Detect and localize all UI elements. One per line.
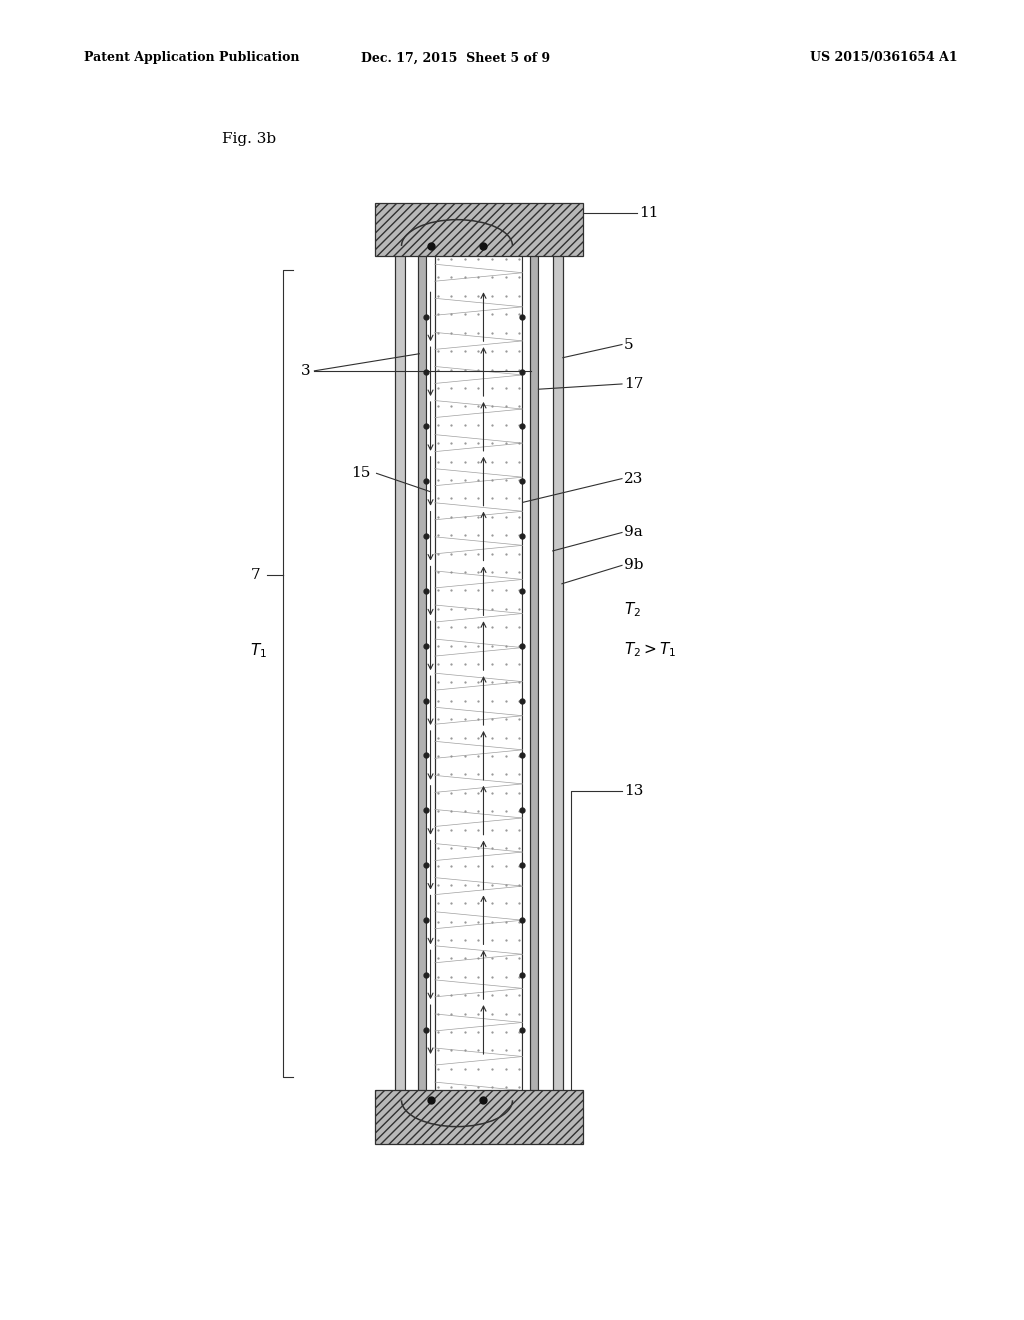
Text: Dec. 17, 2015  Sheet 5 of 9: Dec. 17, 2015 Sheet 5 of 9 — [361, 51, 551, 65]
Text: Fig. 3b: Fig. 3b — [222, 132, 275, 147]
Text: 3: 3 — [301, 364, 311, 378]
Text: 9a: 9a — [624, 525, 643, 540]
Text: 7: 7 — [250, 568, 260, 582]
Bar — [426, 206, 434, 1139]
Text: 9b: 9b — [624, 558, 643, 573]
Text: 23: 23 — [624, 471, 643, 486]
Bar — [406, 206, 418, 1139]
Text: $T_1$: $T_1$ — [250, 642, 267, 660]
Bar — [375, 1090, 584, 1143]
Text: 11: 11 — [639, 206, 658, 220]
Bar — [530, 206, 539, 1139]
Text: 5: 5 — [624, 338, 634, 351]
Text: $T_2$: $T_2$ — [624, 601, 641, 619]
Text: US 2015/0361654 A1: US 2015/0361654 A1 — [810, 51, 957, 65]
Bar — [418, 206, 426, 1139]
Bar — [434, 206, 522, 1139]
Text: 17: 17 — [624, 378, 643, 391]
Bar — [395, 206, 406, 1139]
Bar — [522, 206, 530, 1139]
Text: $T_2>T_1$: $T_2>T_1$ — [624, 640, 676, 659]
Bar — [553, 206, 563, 1139]
Bar — [539, 206, 553, 1139]
Text: Patent Application Publication: Patent Application Publication — [84, 51, 300, 65]
Bar — [375, 202, 584, 256]
Text: 13: 13 — [624, 784, 643, 799]
Text: 15: 15 — [351, 466, 371, 480]
